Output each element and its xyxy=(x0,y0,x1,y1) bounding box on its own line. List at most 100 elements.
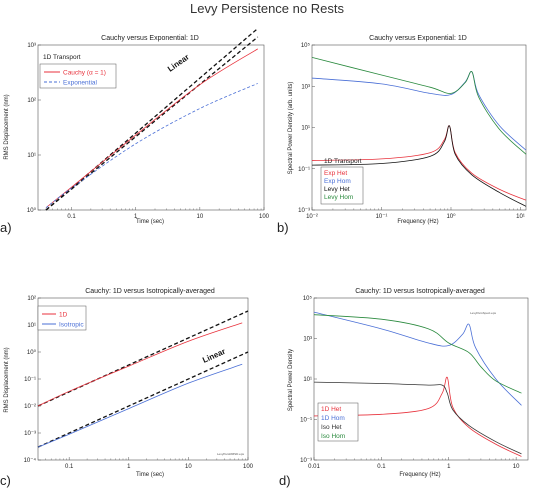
x-tick-label: 100 xyxy=(243,464,254,470)
legend: 1D Het 1D Hom Iso Het Iso Hom xyxy=(317,402,359,442)
x-axis-label: Frequency (Hz) xyxy=(399,472,440,478)
series-line xyxy=(313,381,522,455)
y-axis-label: Spectral Power Density xyxy=(288,349,294,411)
x-tick-label: 10 xyxy=(185,464,192,470)
legend-entry-exp-hom: Exp Hom xyxy=(324,178,351,185)
x-axis-label: Frequency (Hz) xyxy=(397,219,438,225)
linear-annotation: Linear xyxy=(201,347,227,365)
axes-ticks: 0.01 0.1 1 10 10⁻³ 10⁻¹ 10¹ 10³ 10⁵ xyxy=(300,295,520,470)
linear-annotation: Linear xyxy=(166,52,191,73)
series-line xyxy=(313,314,522,394)
y-tick-label: 10⁻¹ xyxy=(298,167,310,173)
x-tick-label: 1 xyxy=(134,214,138,220)
panel-label: c) xyxy=(0,473,11,488)
chart-title: Cauchy: 1D versus Isotropically-averaged xyxy=(355,288,485,295)
y-tick-label: 10⁵ xyxy=(303,295,313,302)
x-axis-label: Time (sec) xyxy=(136,472,164,478)
x-tick-label: 100 xyxy=(259,214,270,220)
chart-title: Cauchy versus Exponential: 1D xyxy=(369,35,467,42)
panel-label: b) xyxy=(277,220,289,235)
legend-entry-exponential: Exponential xyxy=(63,80,98,87)
y-tick-label: 10³ xyxy=(301,84,310,90)
panel-label: d) xyxy=(279,473,291,488)
legend-entry-1d-hom: 1D Hom xyxy=(321,415,345,422)
x-tick-label: 10 xyxy=(513,464,520,470)
y-axis-label: Spectral Power Density (arb. units) xyxy=(288,82,294,175)
panel-d: Cauchy: 1D versus Isotropically-averaged… xyxy=(279,288,529,488)
legend-box xyxy=(317,402,359,442)
y-tick-label: 10⁻³ xyxy=(298,208,310,214)
series-line xyxy=(45,83,258,209)
x-axis-label: Time (sec) xyxy=(136,219,164,225)
plot-series xyxy=(313,311,522,457)
legend-box xyxy=(320,166,364,205)
legend-entry-exp-het: Exp Het xyxy=(324,170,347,177)
y-tick-label: 10⁻⁴ xyxy=(24,457,37,464)
reference-line xyxy=(45,36,259,211)
legend-entry-cauchy: Cauchy (α = 1) xyxy=(63,70,106,77)
x-tick-label: 0.01 xyxy=(308,464,320,470)
legend-title: 1D Transport xyxy=(324,158,362,165)
axes-ticks: 10⁻² 10⁻¹ 10⁰ 10¹ 10⁻³ 10⁻¹ 10¹ 10³ 10⁵ xyxy=(298,42,525,220)
y-tick-label: 10³ xyxy=(303,337,312,343)
reference-line xyxy=(37,351,249,448)
y-tick-label: 10¹ xyxy=(303,377,312,383)
series-line xyxy=(311,125,527,207)
panel-a: Cauchy versus Exponential: 1D 0.1 1 10 100 1… xyxy=(0,27,270,235)
reference-line xyxy=(37,310,249,407)
x-tick-label: 10 xyxy=(197,214,204,220)
y-tick-label: 10⁵ xyxy=(301,42,311,49)
panel-c: Cauchy: 1D versus Isotropically-averaged… xyxy=(0,288,254,488)
series-line xyxy=(313,311,522,406)
legend-box xyxy=(37,305,87,331)
x-tick-label: 10⁻² xyxy=(306,214,318,220)
plot-frame xyxy=(37,44,265,211)
legend-entry-levy-het: Levy Het xyxy=(324,186,350,193)
plot-series xyxy=(45,27,259,211)
legend: 1D Transport Cauchy (α = 1) Exponential xyxy=(39,54,117,89)
x-tick-label: 1 xyxy=(447,464,451,470)
plot-series xyxy=(311,57,527,207)
y-tick-label: 10⁰ xyxy=(27,207,37,214)
x-tick-label: 0.1 xyxy=(377,464,386,470)
y-tick-label: 10⁻² xyxy=(24,404,36,410)
panel-label: a) xyxy=(0,220,12,235)
legend-entry-iso-het: Iso Het xyxy=(321,424,342,431)
axes-ticks: 0.1 1 10 100 10⁰ 10¹ 10² 10³ xyxy=(27,43,270,220)
x-tick-label: 10⁰ xyxy=(446,213,456,220)
series-line xyxy=(45,48,258,209)
axes-ticks: 0.1 1 10 100 10⁻⁴ 10⁻³ 10⁻² 10⁻¹ 10⁰ 10¹ 10² xyxy=(24,296,254,470)
legend: 1D Isotropic xyxy=(37,305,87,331)
y-axis-label: RMS Displacement (nm) xyxy=(4,347,10,412)
y-tick-label: 10¹ xyxy=(27,153,36,159)
y-tick-label: 10⁻³ xyxy=(24,431,36,437)
legend: 1D Transport Exp Het Exp Hom Levy Het Le… xyxy=(320,158,364,205)
legend-entry-1d-het: 1D Het xyxy=(321,406,341,413)
legend-entry-iso-hom: Iso Hom xyxy=(321,433,345,440)
legend-title: 1D Transport xyxy=(43,54,81,61)
legend-entry-isotropic: Isotropic xyxy=(59,322,84,329)
y-tick-label: 10² xyxy=(27,98,36,104)
series-line xyxy=(311,71,527,151)
legend-entry-levy-hom: Levy Hom xyxy=(324,194,353,201)
x-tick-label: 10⁻¹ xyxy=(376,214,388,220)
x-tick-label: 10¹ xyxy=(516,214,525,220)
y-tick-label: 10⁻¹ xyxy=(24,377,36,383)
series-line xyxy=(37,322,243,407)
y-tick-label: 10¹ xyxy=(27,323,36,329)
figure-title: Levy Persistence no Rests xyxy=(190,1,344,16)
panel-b: Cauchy versus Exponential: 1D 10⁻² 10⁻¹ 10… xyxy=(277,35,527,235)
series-line xyxy=(311,57,527,155)
series-line xyxy=(313,376,522,457)
y-tick-label: 10¹ xyxy=(301,126,310,132)
y-tick-label: 10⁰ xyxy=(27,349,37,356)
x-tick-label: 0.1 xyxy=(65,464,74,470)
x-tick-label: 0.1 xyxy=(67,214,76,220)
y-tick-label: 10² xyxy=(27,296,36,302)
legend-box xyxy=(39,63,117,89)
file-name-note: LevyPersSpect.eps xyxy=(470,311,496,315)
y-tick-label: 10⁻¹ xyxy=(300,418,312,424)
series-line xyxy=(37,363,243,448)
chart-title: Cauchy versus Exponential: 1D xyxy=(101,35,199,42)
